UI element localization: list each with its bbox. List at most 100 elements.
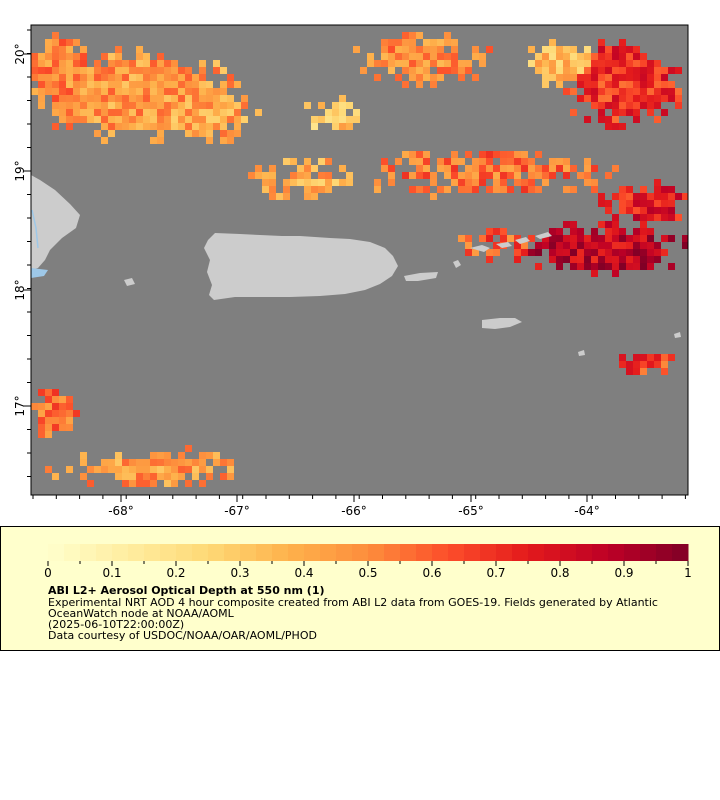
aod-pixel [640,95,647,102]
aod-pixel [45,81,52,88]
aod-pixel [584,116,591,123]
aod-pixel [486,228,493,235]
lon-tick-label: -68° [108,504,134,518]
aod-pixel [675,95,682,102]
colorbar-cell [208,544,225,561]
aod-pixel [402,60,409,67]
aod-pixel [612,242,619,249]
aod-pixel [647,67,654,74]
aod-pixel [654,256,661,263]
aod-pixel [633,242,640,249]
aod-pixel [612,270,619,277]
aod-pixel [430,74,437,81]
aod-pixel [115,102,122,109]
aod-pixel [570,249,577,256]
aod-pixel [514,158,521,165]
aod-pixel [591,235,598,242]
colorbar-cell [320,544,337,561]
aod-pixel [437,39,444,46]
aod-pixel [570,263,577,270]
aod-pixel [633,214,640,221]
aod-pixel [451,172,458,179]
aod-pixel [325,116,332,123]
aod-pixel [283,179,290,186]
aod-pixel [605,172,612,179]
aod-pixel [570,74,577,81]
aod-pixel [45,389,52,396]
aod-pixel [668,95,675,102]
aod-pixel [563,88,570,95]
aod-pixel [682,235,688,242]
aod-pixel [451,158,458,165]
aod-pixel [52,410,59,417]
aod-pixel [45,88,52,95]
aod-pixel [451,179,458,186]
aod-pixel [220,116,227,123]
aod-pixel [472,53,479,60]
aod-pixel [59,60,66,67]
aod-pixel [584,158,591,165]
aod-pixel [150,74,157,81]
aod-pixel [66,417,73,424]
aod-pixel [633,263,640,270]
colorbar-cell [608,544,625,561]
aod-pixel [241,102,248,109]
aod-pixel [675,88,682,95]
aod-pixel [227,116,234,123]
aod-pixel [626,249,633,256]
aod-pixel [458,158,465,165]
aod-pixel [164,74,171,81]
aod-pixel [633,53,640,60]
aod-pixel [633,81,640,88]
aod-pixel [94,67,101,74]
aod-pixel [206,466,213,473]
aod-pixel [619,354,626,361]
aod-pixel [31,88,38,95]
aod-pixel [220,95,227,102]
aod-pixel [514,165,521,172]
aod-pixel [647,228,654,235]
aod-pixel [563,221,570,228]
aod-pixel [423,172,430,179]
aod-pixel [220,473,227,480]
aod-pixel [45,417,52,424]
aod-pixel [101,459,108,466]
aod-pixel [31,403,38,410]
aod-pixel [395,60,402,67]
aod-pixel [73,74,80,81]
aod-pixel [598,249,605,256]
aod-pixel [598,200,605,207]
aod-pixel [38,74,45,81]
aod-pixel [612,214,619,221]
aod-pixel [605,88,612,95]
aod-pixel [339,102,346,109]
aod-pixel [388,39,395,46]
aod-pixel [598,235,605,242]
aod-pixel [283,193,290,200]
aod-pixel [66,123,73,130]
aod-pixel [150,473,157,480]
aod-pixel [493,249,500,256]
aod-pixel [444,165,451,172]
aod-pixel [59,81,66,88]
aod-pixel [395,74,402,81]
aod-pixel [59,417,66,424]
colorbar-cell [48,544,65,561]
aod-pixel [234,130,241,137]
aod-pixel [451,67,458,74]
aod-pixel [479,235,486,242]
aod-pixel [465,249,472,256]
aod-pixel [213,102,220,109]
aod-pixel [59,403,66,410]
aod-pixel [199,74,206,81]
colorbar-cell [176,544,193,561]
aod-pixel [633,368,640,375]
aod-pixel [633,200,640,207]
aod-pixel [199,123,206,130]
aod-pixel [178,109,185,116]
legend-description-cont: OceanWatch node at NOAA/AOML [48,607,234,620]
aod-pixel [52,95,59,102]
aod-pixel [150,137,157,144]
aod-pixel [514,249,521,256]
aod-pixel [556,74,563,81]
